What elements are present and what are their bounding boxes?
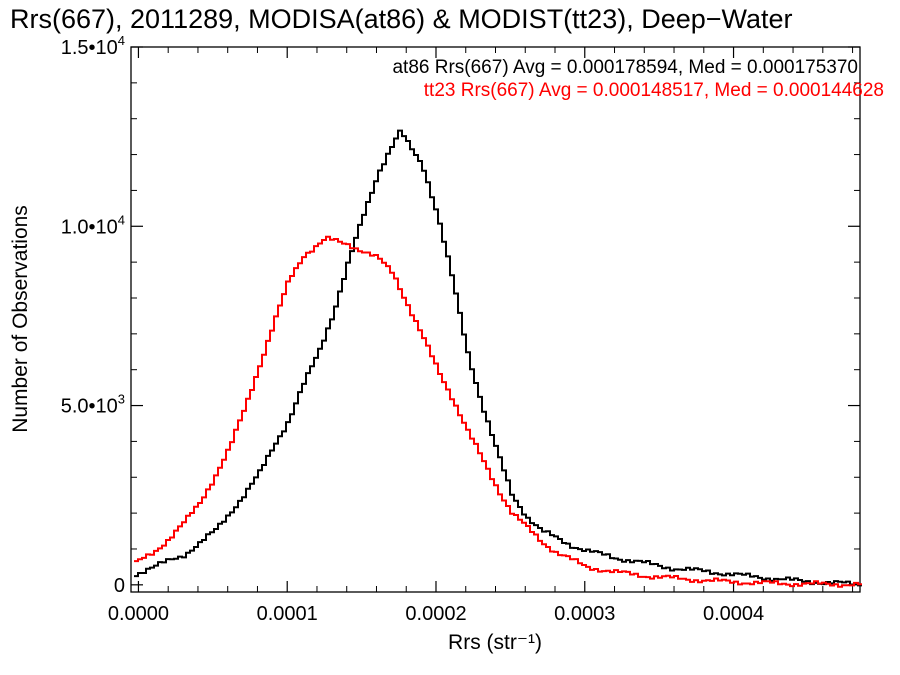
y-tick-labels: 0 5.0•103 1.0•104 1.5•104 (61, 33, 125, 597)
y-tick-label: 5.0•103 (61, 392, 125, 418)
x-tick-labels: 0.0000 0.0001 0.0002 0.0003 0.0004 (108, 603, 764, 625)
annotation-at86: at86 Rrs(667) Avg = 0.000178594, Med = 0… (392, 57, 858, 78)
series-line-1 (134, 235, 862, 588)
x-axis-label: Rrs (str⁻¹) (448, 631, 542, 654)
x-tick-label: 0.0002 (405, 603, 466, 625)
y-axis-label: Number of Observations (9, 205, 32, 433)
annotation-tt23: tt23 Rrs(667) Avg = 0.000148517, Med = 0… (424, 80, 884, 101)
y-tick-label: 1.0•104 (61, 212, 125, 238)
y-tick-label: 0 (114, 575, 125, 597)
series-line-0 (134, 129, 862, 587)
chart-title: Rrs(667), 2011289, MODISA(at86) & MODIST… (10, 4, 793, 34)
axis-ticks (131, 46, 860, 592)
x-tick-label: 0.0003 (554, 603, 615, 625)
y-tick-label: 1.5•104 (61, 33, 125, 59)
x-tick-label: 0.0000 (108, 603, 169, 625)
series-layer (134, 129, 862, 588)
plot-frame (130, 46, 861, 593)
x-tick-label: 0.0004 (703, 603, 764, 625)
x-tick-label: 0.0001 (257, 603, 318, 625)
